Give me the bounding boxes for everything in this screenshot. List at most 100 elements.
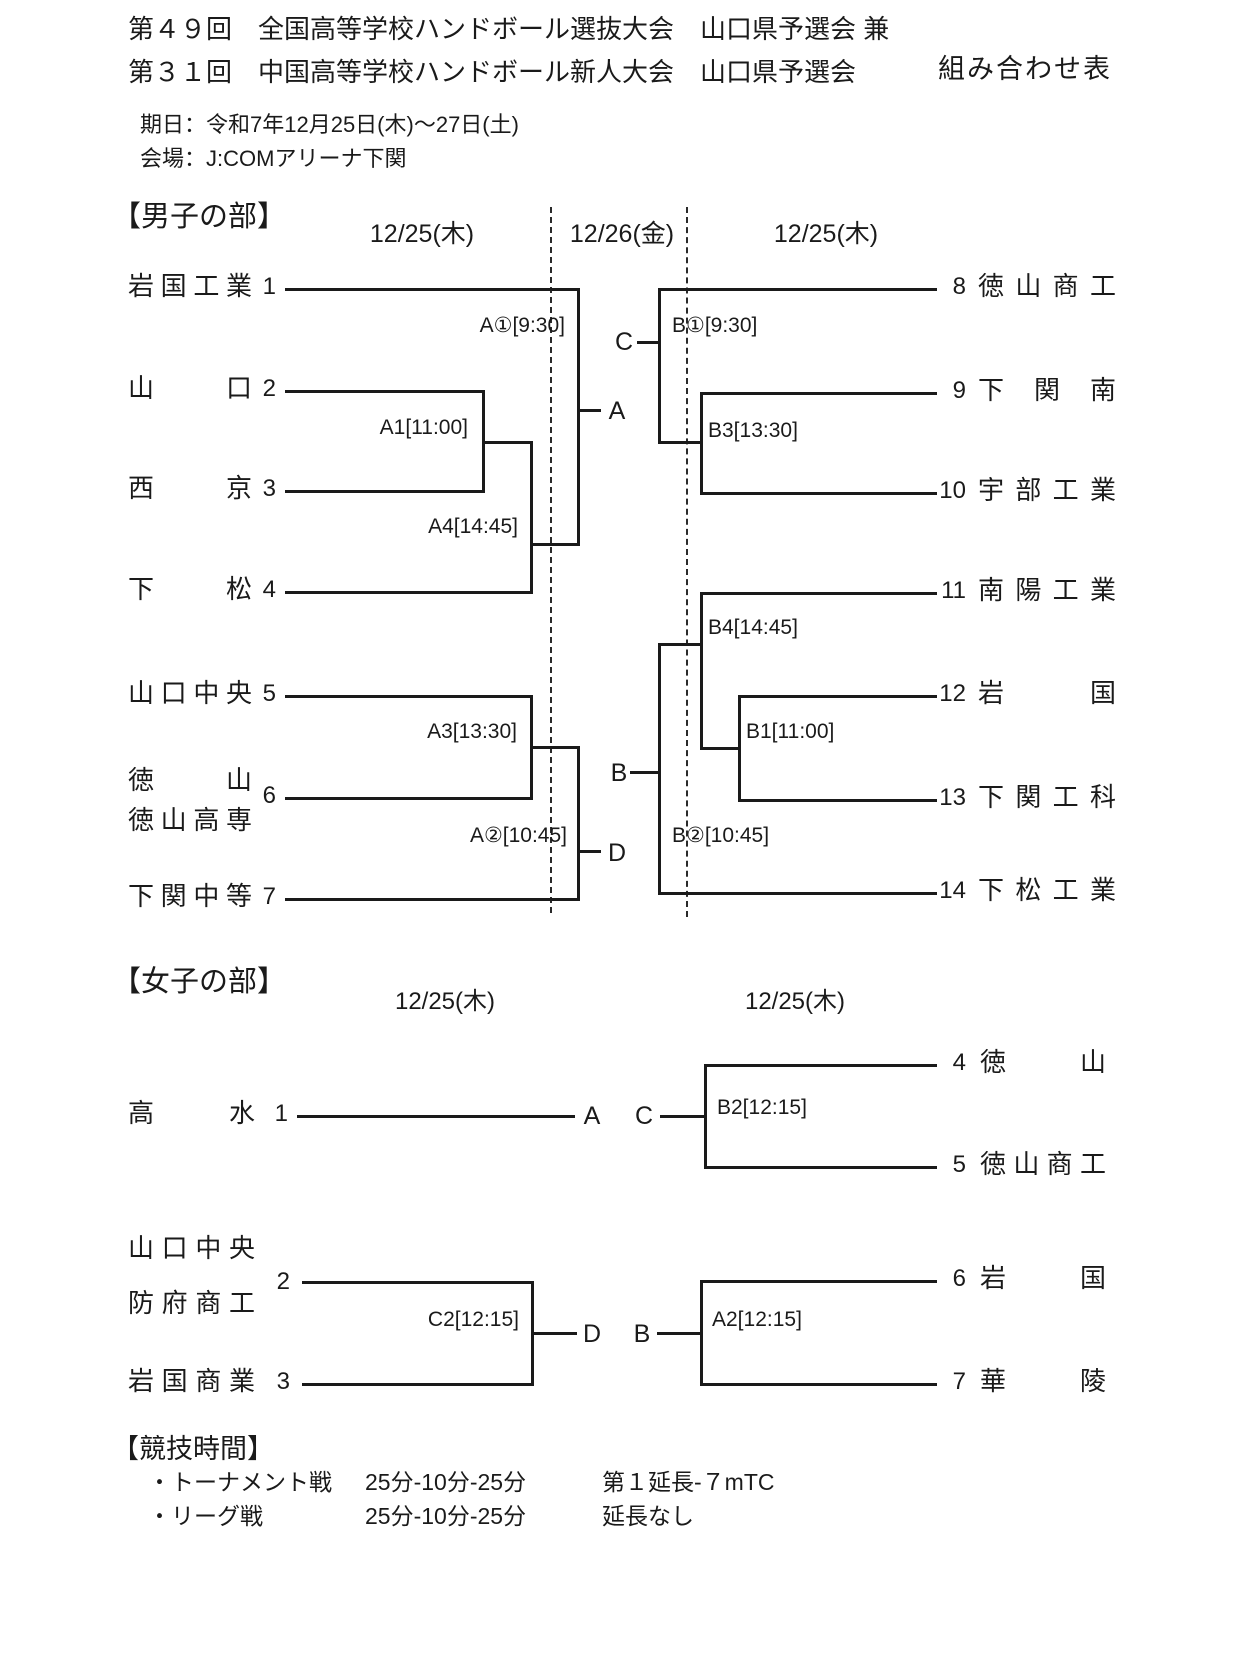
team-seed: 8: [952, 273, 966, 300]
round-divider-line: [550, 207, 552, 913]
team-line: [285, 797, 532, 800]
team-seed: 1: [262, 273, 276, 300]
team-line: [285, 390, 484, 393]
match-label: A2[12:15]: [712, 1308, 802, 1331]
men-section-title: 【男子の部】: [112, 201, 287, 233]
winner-line: [577, 409, 601, 412]
team-name: 岩国工業: [128, 271, 252, 301]
team-seed: 3: [262, 475, 276, 502]
winner-line: [482, 441, 532, 444]
team-line: [285, 490, 484, 493]
match-joiner: [704, 1064, 707, 1169]
team-seed: 14: [939, 877, 966, 904]
match-joiner: [530, 441, 533, 594]
match-label: B4[14:45]: [708, 616, 798, 639]
footer-row-label: ・トーナメント戦: [148, 1469, 332, 1495]
slot-letter-a: A: [608, 397, 626, 425]
women-round-date-2: 12/25(木): [744, 988, 846, 1015]
team-line: [302, 1281, 534, 1284]
event-venue: 会場：J:COMアリーナ下関: [140, 146, 407, 171]
women-round-date-1: 12/25(木): [394, 988, 496, 1015]
team-seed: 6: [262, 782, 276, 809]
slot-line: [630, 771, 658, 774]
team-line: [700, 592, 937, 595]
team-seed: 2: [262, 375, 276, 402]
women-section-title: 【女子の部】: [112, 966, 287, 998]
team-line: [700, 492, 937, 495]
team-line: [658, 288, 937, 291]
team-name: 高水: [128, 1098, 255, 1128]
match-joiner: [658, 643, 661, 895]
team-name: 宇部工業: [978, 475, 1116, 505]
team-seed: 6: [952, 1265, 966, 1292]
team-seed: 5: [952, 1151, 966, 1178]
team-name: 西京: [128, 473, 252, 503]
winner-line: [530, 543, 579, 546]
team-line: [700, 1383, 937, 1386]
team-line: [285, 695, 532, 698]
footer-row-note: 第１延長-７mTC: [602, 1469, 775, 1495]
slot-letter-d: D: [582, 1320, 602, 1348]
footer-row-time: 25分-10分-25分: [365, 1503, 527, 1529]
team-name-secondary: 徳山高専: [128, 805, 252, 835]
slot-line: [637, 341, 658, 344]
footer-row-time: 25分-10分-25分: [365, 1469, 527, 1495]
team-line: [285, 288, 579, 291]
slot-line: [660, 1115, 707, 1118]
team-seed: 4: [952, 1049, 966, 1076]
match-label: C2[12:15]: [427, 1308, 519, 1331]
winner-line: [530, 746, 579, 749]
men-round-date-2: 12/26(金): [569, 220, 675, 248]
team-name: 下関南: [978, 375, 1116, 405]
match-label: B②[10:45]: [672, 824, 770, 847]
match-label: A①[9:30]: [479, 314, 565, 337]
team-name: 岩国商業: [128, 1366, 255, 1396]
title-line-1: 第４９回 全国高等学校ハンドボール選抜大会 山口県予選会 兼: [128, 14, 890, 44]
team-seed: 10: [939, 477, 966, 504]
team-seed: 5: [262, 680, 276, 707]
team-line: [285, 898, 579, 901]
match-label: B①[9:30]: [672, 314, 758, 337]
round-divider-line: [686, 207, 688, 917]
slot-letter-a: A: [583, 1102, 601, 1130]
team-name: 岩国: [978, 678, 1116, 708]
team-name: 華陵: [980, 1366, 1106, 1396]
match-joiner: [700, 592, 703, 750]
team-seed: 3: [276, 1368, 290, 1395]
winner-line: [658, 643, 703, 646]
team-name: 岩国: [980, 1263, 1106, 1293]
team-line: [700, 392, 937, 395]
footer-section-title: 【競技時間】: [112, 1434, 274, 1464]
slot-letter-c: C: [614, 328, 634, 356]
team-name-secondary: 防府商工: [128, 1288, 255, 1318]
team-name: 山口: [128, 373, 252, 403]
team-name: 徳山: [980, 1047, 1106, 1077]
match-label: B3[13:30]: [708, 419, 798, 442]
team-line: [700, 1280, 937, 1283]
match-joiner: [577, 288, 580, 546]
match-joiner: [577, 746, 580, 901]
slot-letter-c: C: [634, 1102, 654, 1130]
team-seed: 7: [952, 1368, 966, 1395]
team-line: [704, 1064, 937, 1067]
men-round-date-3: 12/25(木): [773, 220, 879, 248]
team-line: [302, 1383, 534, 1386]
team-line: [285, 591, 532, 594]
slot-letter-b: B: [633, 1320, 651, 1348]
men-round-date-1: 12/25(木): [369, 220, 475, 248]
event-dates: 期日：令和7年12月25日(木)～27日(土): [140, 112, 519, 137]
team-name: 南陽工業: [978, 575, 1116, 605]
footer-row-note: 延長なし: [602, 1503, 694, 1529]
team-seed: 9: [952, 377, 966, 404]
slot-letter-b: B: [610, 759, 628, 787]
team-line: [704, 1166, 937, 1169]
footer-row-label: ・リーグ戦: [148, 1503, 263, 1529]
team-seed: 4: [262, 576, 276, 603]
slot-letter-d: D: [607, 839, 627, 867]
winner-line: [531, 1332, 577, 1335]
team-line: [658, 892, 937, 895]
match-label: B2[12:15]: [717, 1096, 807, 1119]
match-joiner: [658, 288, 661, 444]
match-label: A3[13:30]: [427, 720, 517, 743]
